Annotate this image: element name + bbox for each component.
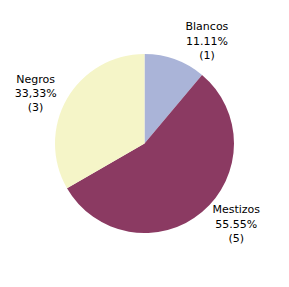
svg-text:Blancos11.11%(1): Blancos11.11%(1) [186,20,229,62]
svg-text:Negros33,33%(3): Negros33,33%(3) [15,73,57,115]
svg-text:Mestizos55.55%(5): Mestizos55.55%(5) [212,203,260,245]
